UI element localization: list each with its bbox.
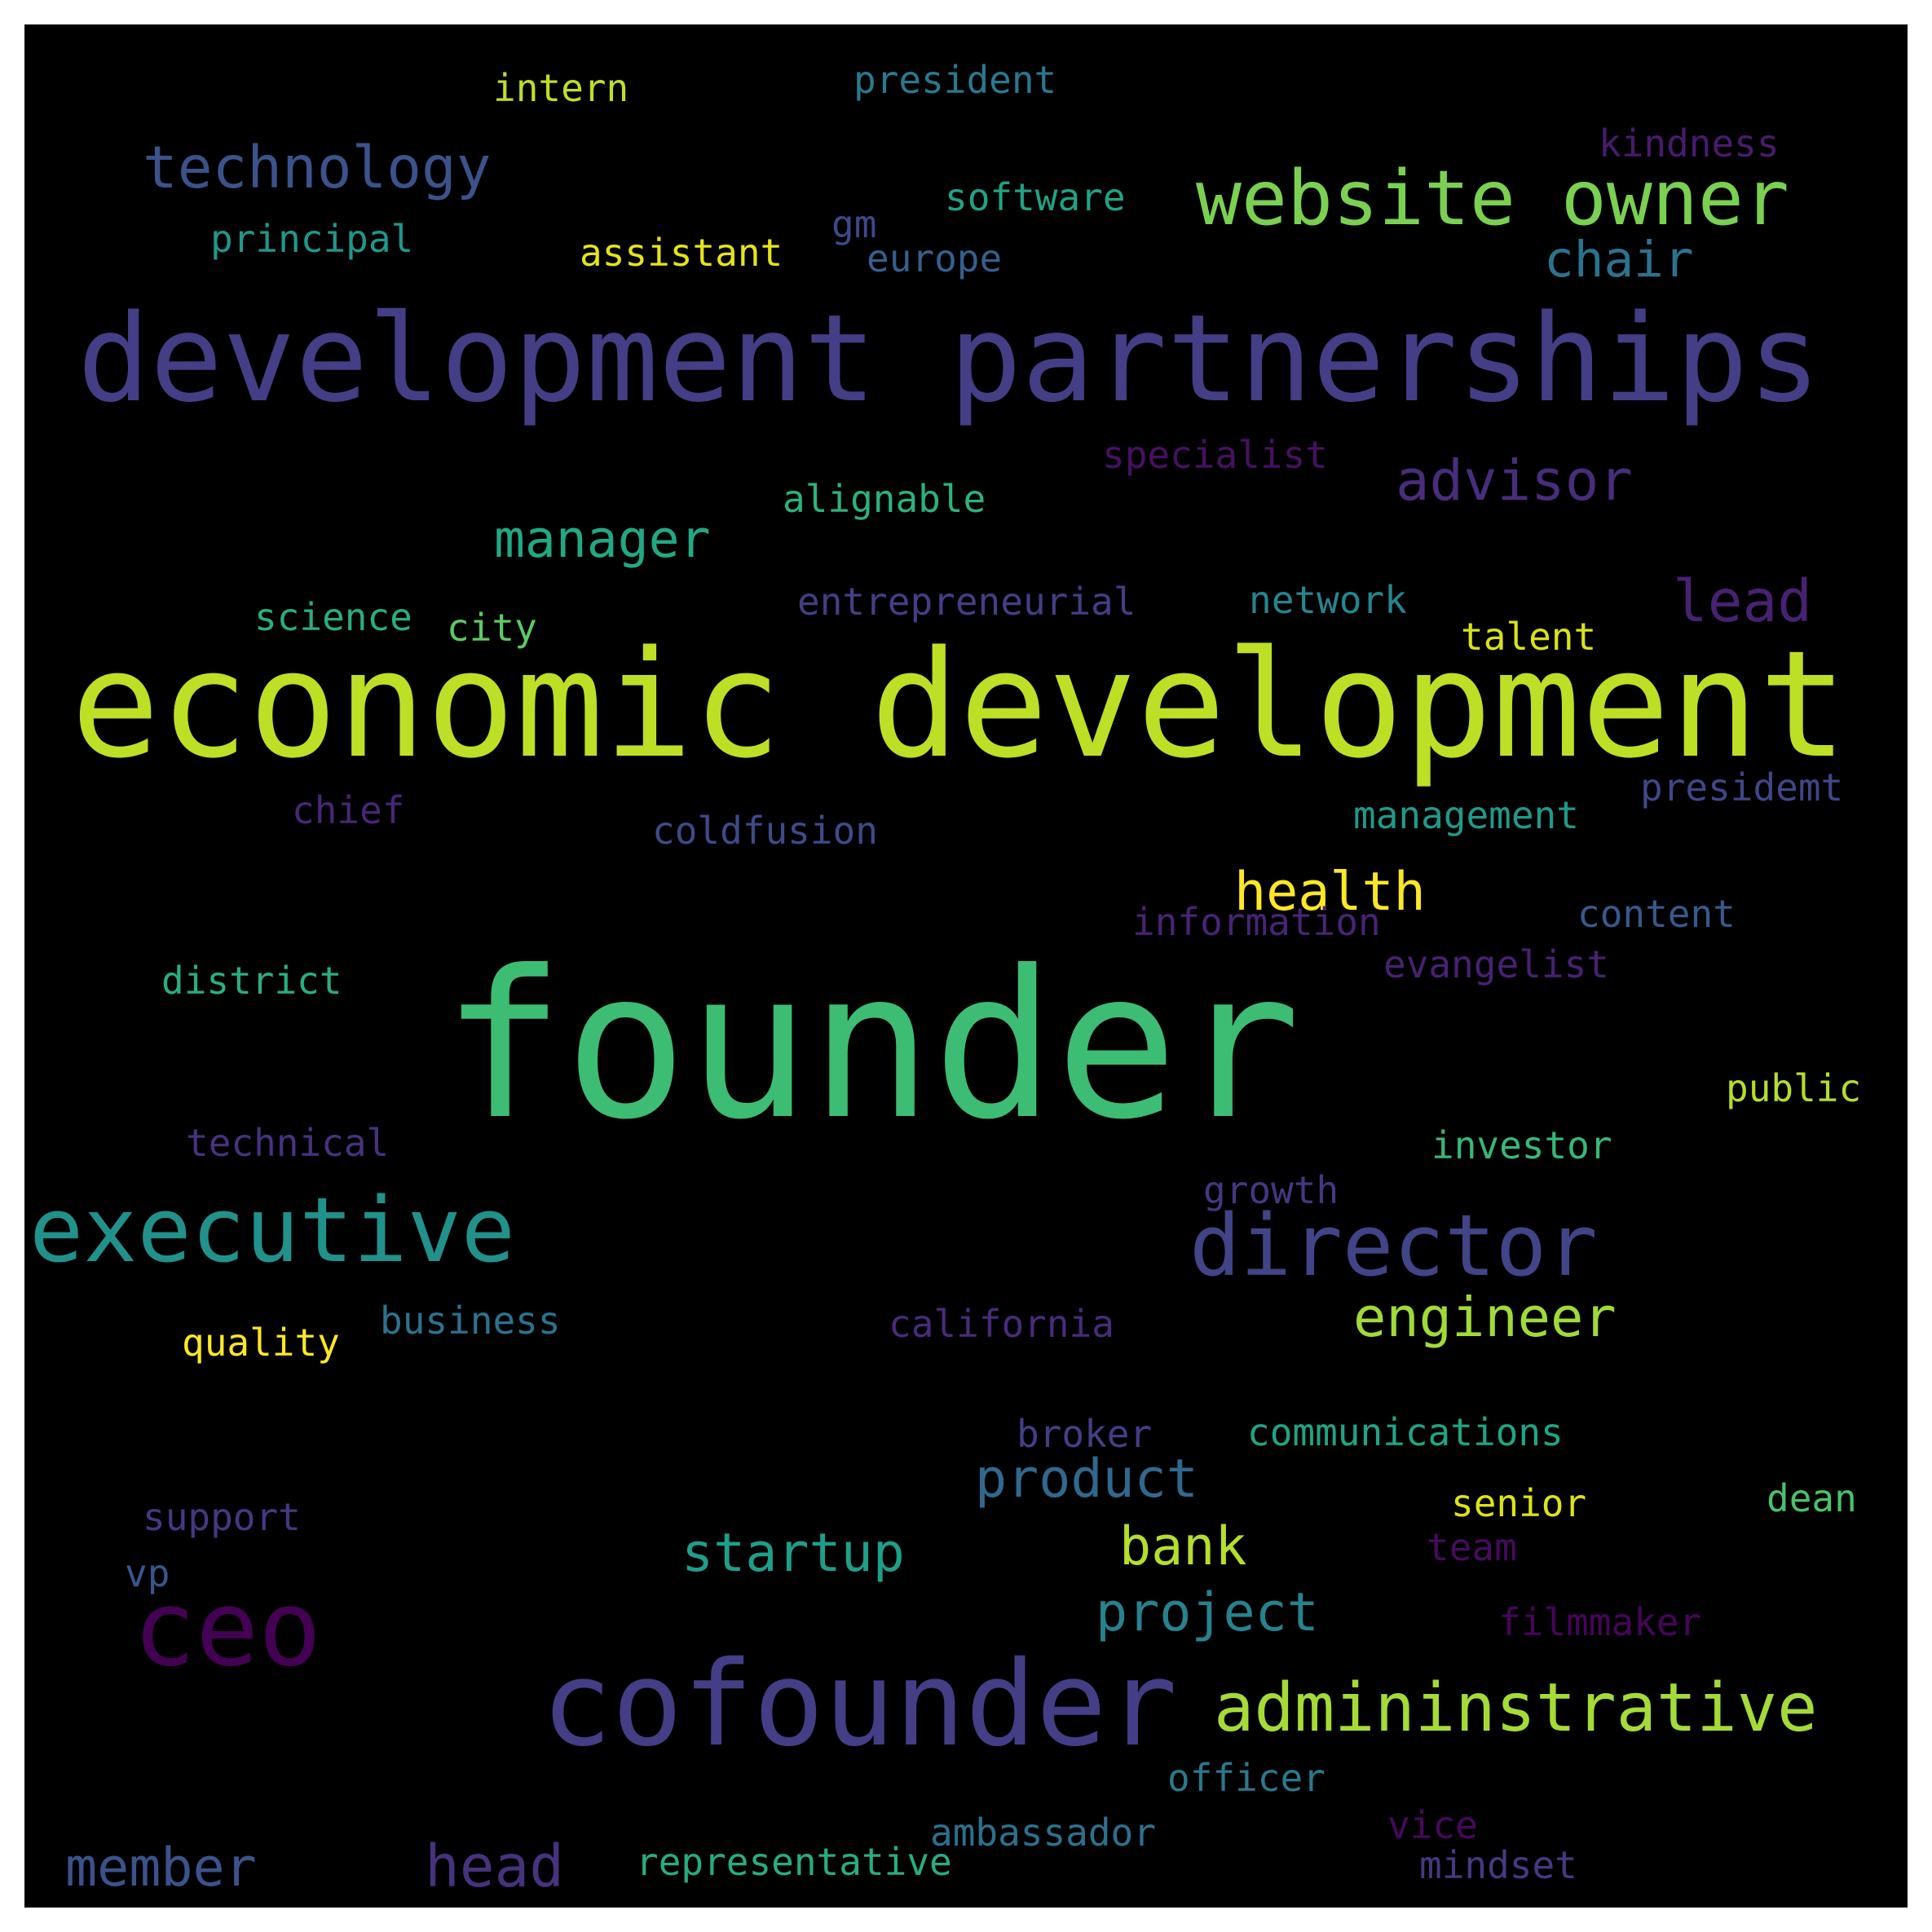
word-director: director xyxy=(1189,1196,1598,1295)
word-broker: broker xyxy=(1017,1412,1153,1456)
word-engineer: engineer xyxy=(1353,1286,1617,1349)
word-specialist: specialist xyxy=(1102,433,1328,477)
word-software: software xyxy=(945,175,1126,219)
word-management: management xyxy=(1353,793,1579,837)
word-business: business xyxy=(380,1299,561,1343)
word-representative: representative xyxy=(636,1840,952,1884)
word-assistant: assistant xyxy=(580,231,783,275)
word-head: head xyxy=(425,1833,564,1900)
word-executive: executive xyxy=(29,1178,516,1282)
word-dean: dean xyxy=(1767,1476,1857,1520)
word-project: project xyxy=(1096,1582,1319,1643)
word-network: network xyxy=(1249,578,1407,622)
word-vp: vp xyxy=(125,1551,170,1595)
word-presidemt: presidemt xyxy=(1640,765,1844,809)
word-entrepreneurial: entrepreneurial xyxy=(797,580,1136,624)
word-lead: lead xyxy=(1673,567,1812,635)
word-support: support xyxy=(143,1495,301,1539)
word-ambassador: ambassador xyxy=(930,1811,1156,1855)
word-advisor: advisor xyxy=(1396,448,1633,514)
word-district: district xyxy=(161,959,342,1003)
word-technical: technical xyxy=(186,1121,390,1165)
word-quality: quality xyxy=(182,1321,340,1365)
word-intern: intern xyxy=(493,66,629,110)
word-startup: startup xyxy=(681,1523,905,1584)
word-information: information xyxy=(1132,900,1381,944)
word-europe: europe xyxy=(867,236,1003,280)
word-vice: vice xyxy=(1387,1803,1478,1847)
word-president: president xyxy=(854,58,1057,102)
word-public: public xyxy=(1726,1066,1862,1110)
word-team: team xyxy=(1427,1525,1517,1569)
word-manager: manager xyxy=(494,509,711,569)
word-technology: technology xyxy=(143,134,492,201)
word-senior: senior xyxy=(1451,1481,1587,1525)
word-cloud: founder economic development development… xyxy=(24,24,1908,1908)
word-ceo: ceo xyxy=(133,1568,322,1690)
word-gm: gm xyxy=(831,202,877,246)
word-product: product xyxy=(975,1449,1198,1510)
word-cofounder: cofounder xyxy=(541,1635,1178,1772)
word-bank: bank xyxy=(1119,1516,1247,1577)
word-talent: talent xyxy=(1461,615,1597,659)
word-alignable: alignable xyxy=(783,477,986,521)
word-member: member xyxy=(65,1837,257,1899)
word-communications: communications xyxy=(1247,1410,1564,1454)
word-content: content xyxy=(1577,892,1736,936)
word-city: city xyxy=(447,606,537,650)
word-economic-development: economic development xyxy=(71,619,1848,791)
word-coldfusion: coldfusion xyxy=(652,809,878,853)
word-science: science xyxy=(254,595,412,639)
word-development-partnerships: development partnerships xyxy=(77,289,1821,429)
word-evangelist: evangelist xyxy=(1383,942,1609,986)
word-principal: principal xyxy=(210,217,414,261)
word-kindness: kindness xyxy=(1599,121,1780,165)
word-chief: chief xyxy=(292,788,405,832)
word-filmmaker: filmmaker xyxy=(1498,1600,1702,1644)
word-investor: investor xyxy=(1431,1123,1612,1167)
word-mindset: mindset xyxy=(1419,1843,1577,1887)
word-california: california xyxy=(889,1302,1114,1346)
word-founder: founder xyxy=(442,927,1301,1164)
word-officer: officer xyxy=(1167,1756,1325,1800)
word-website-owner: website owner xyxy=(1196,154,1789,242)
word-health: health xyxy=(1234,862,1426,923)
word-admininstrative: admininstrative xyxy=(1214,1670,1818,1747)
word-growth: growth xyxy=(1203,1168,1339,1212)
word-chair: chair xyxy=(1544,231,1694,289)
